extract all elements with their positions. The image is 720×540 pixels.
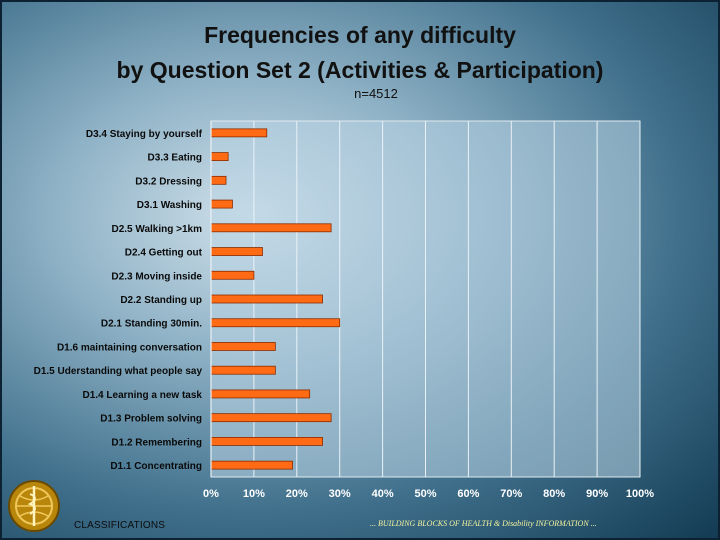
category-label: D3.1 Washing: [137, 200, 202, 211]
category-label: D2.5 Walking >1km: [112, 224, 203, 235]
category-label: D2.4 Getting out: [125, 248, 203, 259]
bar: [210, 223, 332, 233]
x-tick-label: 60%: [457, 488, 479, 500]
slide-title-line1: Frequencies of any difficulty: [204, 22, 516, 48]
bar: [210, 318, 341, 328]
category-label: D1.5 Uderstanding what people say: [34, 366, 203, 377]
bar: [210, 436, 323, 446]
category-label: D2.2 Standing up: [120, 295, 202, 306]
category-label: D1.4 Learning a new task: [83, 390, 203, 401]
who-emblem-icon: [8, 480, 60, 532]
x-tick-label: 100%: [626, 488, 654, 500]
bar: [210, 152, 229, 162]
bar: [210, 294, 323, 304]
x-tick-label: 70%: [500, 488, 522, 500]
sample-size-label: n=4512: [354, 86, 398, 101]
x-tick-label: 90%: [586, 488, 608, 500]
x-tick-label: 50%: [414, 488, 436, 500]
bar: [210, 389, 311, 399]
category-label: D3.3 Eating: [148, 153, 202, 164]
category-label: D3.2 Dressing: [135, 176, 202, 187]
category-label: D1.2 Remembering: [111, 437, 202, 448]
bar: [210, 199, 233, 209]
x-tick-label: 20%: [286, 488, 308, 500]
bar: [210, 128, 268, 138]
category-label: D1.6 maintaining conversation: [57, 342, 202, 353]
category-label: D2.1 Standing 30min.: [101, 319, 202, 330]
bar: [210, 413, 332, 423]
x-tick-label: 30%: [329, 488, 351, 500]
category-label: D1.1 Concentrating: [110, 461, 202, 472]
bar: [210, 342, 276, 351]
footer-tagline: ... BUILDING BLOCKS OF HEALTH & Disabili…: [370, 519, 597, 528]
bar: [210, 365, 276, 375]
x-tick-label: 80%: [543, 488, 565, 500]
x-tick-label: 40%: [372, 488, 394, 500]
x-tick-label: 10%: [243, 488, 265, 500]
category-label: D3.4 Staying by yourself: [86, 129, 203, 140]
x-tick-label: 0%: [203, 488, 219, 500]
category-label: D2.3 Moving inside: [111, 271, 202, 282]
footer-classifications: CLASSIFICATIONS: [74, 520, 166, 531]
bar: [210, 270, 255, 280]
bar: [210, 247, 263, 256]
slide-title-line2: by Question Set 2 (Activities & Particip…: [116, 57, 604, 83]
bar: [210, 175, 227, 185]
category-label: D1.3 Problem solving: [100, 414, 202, 425]
bar: [210, 460, 293, 470]
